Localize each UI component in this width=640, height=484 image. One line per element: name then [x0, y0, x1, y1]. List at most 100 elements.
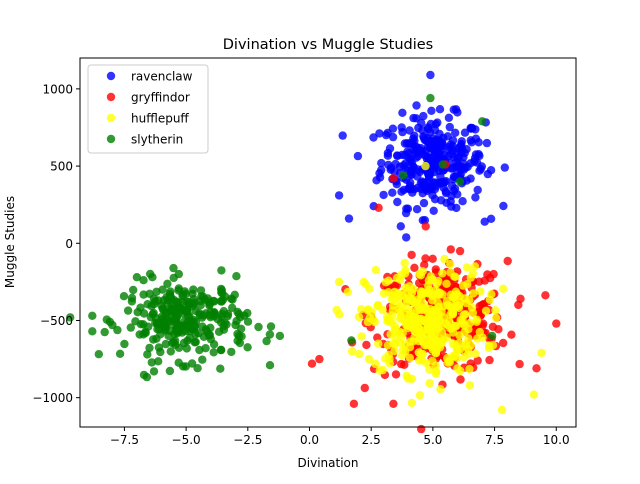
- data-point-ravenclaw: [458, 197, 467, 206]
- legend-label: slytherin: [131, 133, 183, 147]
- data-point-hufflepuff: [438, 269, 447, 278]
- data-point-hufflepuff: [398, 345, 408, 355]
- data-point-hufflepuff: [384, 276, 393, 285]
- data-point-slytherin: [193, 364, 202, 373]
- data-point-gryffindor: [552, 319, 561, 328]
- data-point-slytherin: [181, 362, 190, 371]
- data-point-hufflepuff: [422, 358, 431, 368]
- data-point-hufflepuff: [407, 398, 417, 408]
- data-point-slytherin: [198, 292, 208, 301]
- data-point-slytherin: [160, 326, 170, 335]
- data-point-slytherin: [88, 311, 97, 320]
- data-point-gryffindor: [428, 254, 437, 263]
- data-point-ravenclaw: [448, 142, 458, 151]
- data-point-hufflepuff: [378, 305, 387, 315]
- data-point-hufflepuff: [396, 275, 405, 284]
- data-point-slytherin: [172, 312, 182, 322]
- data-point-slytherin: [198, 322, 207, 331]
- data-point-gryffindor: [307, 359, 317, 368]
- x-tick-label: −7.5: [110, 433, 139, 447]
- data-point-ravenclaw: [379, 190, 388, 200]
- data-point-gryffindor: [479, 319, 488, 328]
- data-point-hufflepuff: [364, 354, 374, 364]
- data-point-hufflepuff: [430, 329, 440, 339]
- data-point-slytherin: [209, 340, 219, 349]
- data-point-ravenclaw: [334, 191, 344, 200]
- data-point-gryffindor: [485, 355, 494, 365]
- data-point-hufflepuff: [427, 337, 436, 346]
- legend: ravenclaw gryffindor hufflepuff slytherin: [87, 64, 209, 154]
- data-point-slytherin: [487, 331, 497, 341]
- data-point-slytherin: [180, 321, 189, 331]
- data-point-ravenclaw: [430, 167, 439, 177]
- data-point-ravenclaw: [473, 185, 482, 195]
- data-point-hufflepuff: [390, 287, 399, 297]
- data-point-hufflepuff: [402, 304, 412, 313]
- data-point-ravenclaw: [403, 204, 413, 213]
- x-tick-label: −5.0: [172, 433, 201, 447]
- data-point-ravenclaw: [460, 148, 469, 158]
- data-point-ravenclaw: [499, 201, 508, 211]
- data-point-gryffindor: [407, 250, 416, 260]
- data-point-hufflepuff: [426, 314, 435, 324]
- data-point-ravenclaw: [456, 141, 466, 151]
- data-point-hufflepuff: [466, 273, 475, 282]
- data-point-ravenclaw: [406, 178, 415, 187]
- data-point-gryffindor: [507, 330, 516, 339]
- data-point-gryffindor: [410, 263, 419, 272]
- data-point-gryffindor: [455, 246, 465, 256]
- data-point-ravenclaw: [377, 165, 386, 175]
- series-hufflepuff: [332, 161, 546, 415]
- data-point-gryffindor: [362, 340, 371, 350]
- x-tick-label: −2.5: [233, 433, 262, 447]
- data-point-slytherin: [161, 308, 170, 317]
- data-point-slytherin: [152, 287, 161, 296]
- data-point-hufflepuff: [375, 366, 384, 375]
- data-point-hufflepuff: [417, 290, 427, 299]
- data-point-slytherin: [94, 350, 104, 359]
- data-point-hufflepuff: [398, 314, 407, 324]
- data-point-slytherin: [115, 349, 125, 358]
- data-point-hufflepuff: [470, 262, 480, 271]
- data-point-ravenclaw: [416, 179, 425, 188]
- data-point-hufflepuff: [466, 318, 475, 327]
- data-point-hufflepuff: [428, 275, 437, 284]
- data-point-ravenclaw: [452, 157, 461, 166]
- legend-label: gryffindor: [131, 91, 190, 105]
- data-point-ravenclaw: [386, 163, 396, 172]
- data-point-slytherin: [205, 330, 214, 339]
- data-point-hufflepuff: [484, 343, 494, 353]
- data-point-slytherin: [201, 344, 210, 353]
- data-point-hufflepuff: [440, 254, 449, 264]
- data-point-slytherin: [196, 301, 205, 310]
- data-point-ravenclaw: [401, 159, 410, 168]
- data-point-hufflepuff: [442, 279, 451, 288]
- data-point-hufflepuff: [498, 284, 508, 293]
- data-point-slytherin: [149, 367, 159, 376]
- data-point-slytherin: [347, 336, 356, 345]
- data-point-slytherin: [216, 345, 226, 354]
- data-point-ravenclaw: [453, 108, 462, 117]
- data-point-slytherin: [133, 308, 142, 317]
- data-point-slytherin: [132, 273, 142, 282]
- data-point-slytherin: [438, 160, 447, 169]
- data-point-gryffindor: [488, 322, 498, 331]
- y-axis-ticks: −1000 −500 0 500 1000: [32, 82, 80, 405]
- data-point-ravenclaw: [486, 166, 496, 175]
- data-point-hufflepuff: [400, 258, 409, 268]
- data-point-slytherin: [126, 323, 135, 332]
- data-point-hufflepuff: [334, 277, 344, 287]
- data-point-slytherin: [243, 343, 252, 352]
- data-point-ravenclaw: [451, 128, 460, 137]
- data-point-ravenclaw: [443, 132, 452, 141]
- data-point-hufflepuff: [454, 300, 464, 310]
- data-point-hufflepuff: [481, 306, 491, 315]
- data-point-slytherin: [139, 309, 149, 318]
- data-point-hufflepuff: [497, 405, 507, 415]
- data-point-gryffindor: [515, 359, 524, 369]
- data-point-slytherin: [217, 297, 226, 306]
- data-point-slytherin: [172, 303, 181, 312]
- data-point-hufflepuff: [409, 313, 419, 322]
- data-point-slytherin: [227, 347, 236, 357]
- legend-marker: [106, 92, 116, 102]
